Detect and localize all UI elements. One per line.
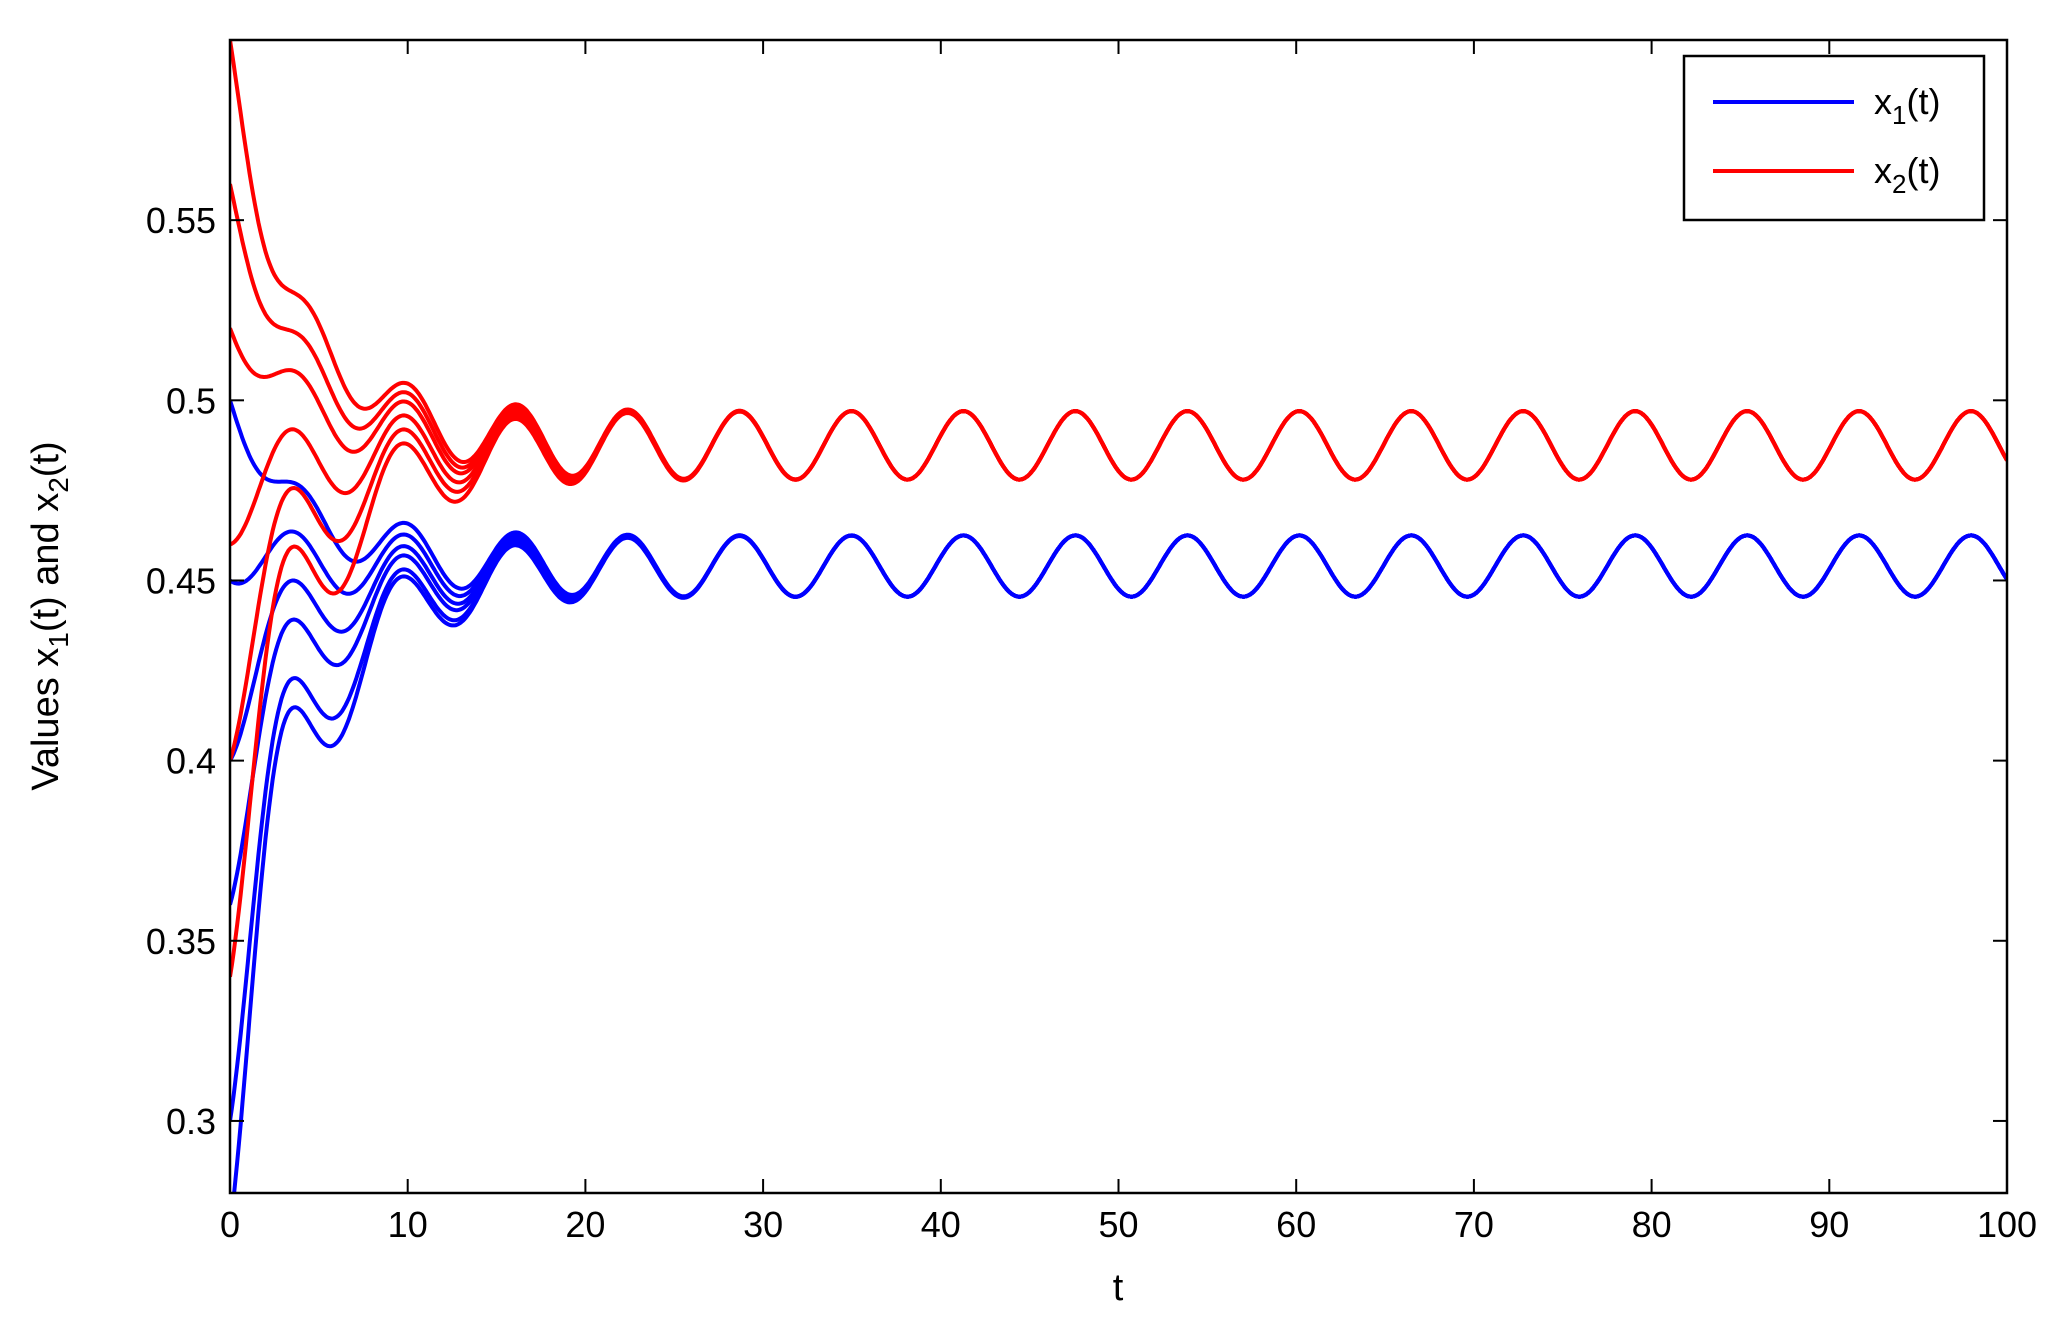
- y-axis-title-sub2: 2: [43, 477, 74, 493]
- legend-label-x2-main: x: [1874, 150, 1892, 191]
- y-axis-title-part-b: (t) and x: [25, 493, 67, 632]
- legend-label-x1-sub: 1: [1892, 100, 1906, 130]
- legend-label-x2: x2(t): [1874, 150, 1940, 199]
- legend-label-x1-tail: (t): [1906, 81, 1940, 122]
- series-1-trajectory-6: [232, 533, 2007, 1193]
- x-tick-label-20: 20: [565, 1204, 605, 1245]
- y-axis-title-sub1: 1: [43, 632, 74, 648]
- y-tick-label-0.55: 0.55: [146, 200, 216, 241]
- legend-label-x1: x1(t): [1874, 81, 1940, 130]
- y-axis-title-part-c: (t): [25, 441, 67, 477]
- legend-label-x2-sub: 2: [1892, 169, 1906, 199]
- x-axis-title: t: [1113, 1267, 1124, 1309]
- legend-label-x1-main: x: [1874, 81, 1892, 122]
- legend-label-x2-tail: (t): [1906, 150, 1940, 191]
- y-axis-title: Values x1(t) and x2(t): [25, 441, 74, 790]
- y-axis-title-part-a: Values x: [25, 648, 67, 791]
- series-layer: [230, 40, 2007, 1193]
- series-2-trajectory-6: [230, 409, 2007, 978]
- y-tick-label-0.5: 0.5: [166, 380, 216, 421]
- x-tick-label-60: 60: [1276, 1204, 1316, 1245]
- x-tick-label-80: 80: [1632, 1204, 1672, 1245]
- x-tick-label-30: 30: [743, 1204, 783, 1245]
- x-tick-label-100: 100: [1977, 1204, 2037, 1245]
- legend-box: [1682, 54, 1986, 222]
- legend: x1(t) x2(t): [1682, 54, 1986, 222]
- x-tick-label-70: 70: [1454, 1204, 1494, 1245]
- ticks-layer: 0 10 20 30 40 50 60 70 80 90 100 0.3 0.35 0.4 0.45 0.5 0…: [146, 40, 2037, 1245]
- x-tick-label-90: 90: [1809, 1204, 1849, 1245]
- y-tick-label-0.4: 0.4: [166, 741, 216, 782]
- y-tick-label-0.45: 0.45: [146, 560, 216, 601]
- x-tick-label-10: 10: [388, 1204, 428, 1245]
- x-tick-label-50: 50: [1098, 1204, 1138, 1245]
- x-tick-label-0: 0: [220, 1204, 240, 1245]
- x-tick-label-40: 40: [921, 1204, 961, 1245]
- y-tick-label-0.35: 0.35: [146, 921, 216, 962]
- y-tick-label-0.3: 0.3: [166, 1101, 216, 1142]
